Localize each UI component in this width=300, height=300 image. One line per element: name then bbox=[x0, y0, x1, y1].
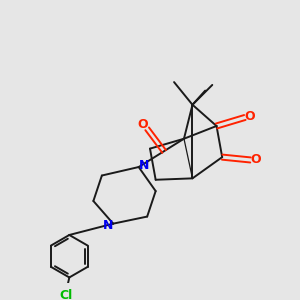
Text: O: O bbox=[244, 110, 255, 123]
Text: Cl: Cl bbox=[60, 289, 73, 300]
Text: N: N bbox=[103, 219, 113, 232]
Text: N: N bbox=[139, 159, 149, 172]
Text: O: O bbox=[138, 118, 148, 131]
Text: O: O bbox=[250, 154, 261, 166]
